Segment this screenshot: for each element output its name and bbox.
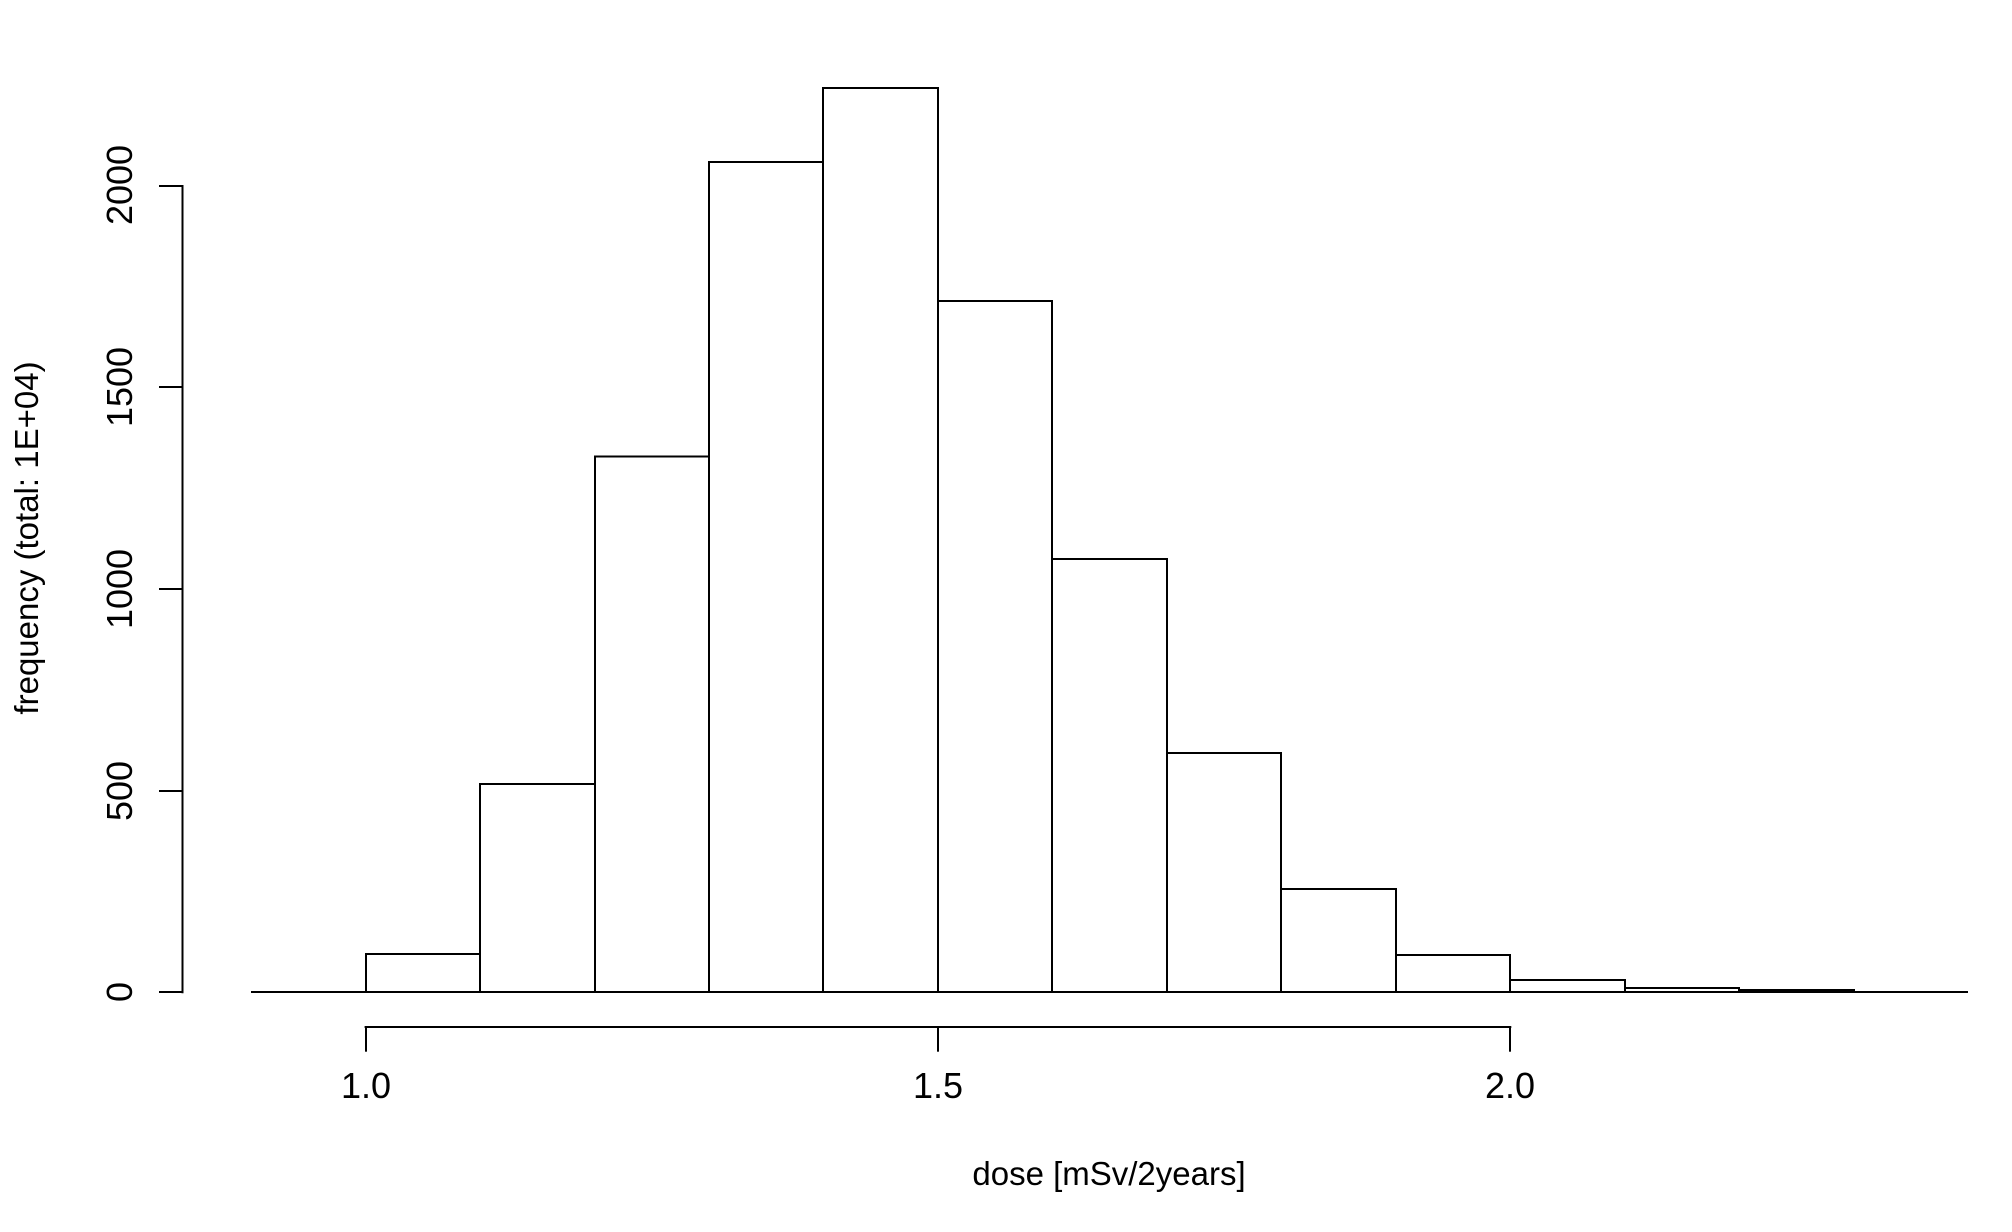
svg-text:frequency (total: 1E+04): frequency (total: 1E+04) [8,361,45,714]
svg-text:2.0: 2.0 [1485,1065,1535,1106]
svg-text:2000: 2000 [99,145,140,225]
svg-text:1.0: 1.0 [341,1065,391,1106]
svg-text:500: 500 [99,761,140,821]
svg-text:1.5: 1.5 [913,1065,963,1106]
svg-text:dose [mSv/2years]: dose [mSv/2years] [972,1155,1245,1192]
svg-text:1000: 1000 [99,549,140,629]
svg-text:1500: 1500 [99,347,140,427]
svg-text:0: 0 [99,982,140,1002]
